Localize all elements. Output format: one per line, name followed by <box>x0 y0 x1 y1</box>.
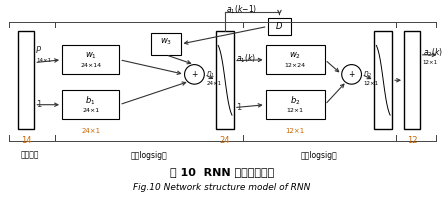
Text: 12×1: 12×1 <box>286 128 305 134</box>
Bar <box>18 31 34 129</box>
Text: $w_3$: $w_3$ <box>159 37 172 47</box>
Text: 12: 12 <box>407 136 417 145</box>
Text: 输出logsig层: 输出logsig层 <box>301 151 337 160</box>
Bar <box>62 90 119 119</box>
Text: +: + <box>349 70 355 79</box>
Text: $a_1(k)$: $a_1(k)$ <box>236 52 256 65</box>
Text: $w_2$: $w_2$ <box>289 50 301 61</box>
Text: D: D <box>276 22 283 31</box>
Text: $b_1$: $b_1$ <box>86 95 96 107</box>
Bar <box>375 31 392 129</box>
Bar <box>151 33 181 55</box>
Text: 14: 14 <box>21 136 32 145</box>
Text: 12×1: 12×1 <box>363 81 379 86</box>
Bar <box>267 18 291 35</box>
Text: 图 10  RNN 网络结构模型: 图 10 RNN 网络结构模型 <box>170 167 274 177</box>
Text: +: + <box>191 70 198 79</box>
Text: 24: 24 <box>220 136 230 145</box>
Text: 14×1: 14×1 <box>36 58 52 63</box>
Text: $a_2(k)$: $a_2(k)$ <box>423 47 443 59</box>
Text: 24×1: 24×1 <box>81 128 100 134</box>
Text: 12×1: 12×1 <box>287 108 304 113</box>
Text: 12×24: 12×24 <box>284 63 306 68</box>
Bar <box>266 45 325 74</box>
Text: $w_1$: $w_1$ <box>85 50 97 61</box>
Bar <box>266 90 325 119</box>
Text: 24×1: 24×1 <box>82 108 99 113</box>
Text: 24×14: 24×14 <box>80 63 101 68</box>
Text: 1: 1 <box>36 100 42 109</box>
Text: Fig.10 Network structure model of RNN: Fig.10 Network structure model of RNN <box>134 183 311 192</box>
Bar <box>216 31 234 129</box>
Text: 24×1: 24×1 <box>206 81 221 86</box>
Text: P: P <box>36 46 41 55</box>
Text: $a_1(k{-}1)$: $a_1(k{-}1)$ <box>226 3 258 16</box>
Text: 1: 1 <box>236 103 241 112</box>
Bar <box>404 31 420 129</box>
Text: 反馈logsig层: 反馈logsig层 <box>130 151 168 160</box>
Text: 输入向量: 输入向量 <box>21 151 39 160</box>
Text: $n_1$: $n_1$ <box>206 69 216 80</box>
Text: $b_2$: $b_2$ <box>290 95 301 107</box>
Bar <box>62 45 119 74</box>
Text: 12×1: 12×1 <box>423 60 438 65</box>
Text: $n_2$: $n_2$ <box>363 69 373 80</box>
